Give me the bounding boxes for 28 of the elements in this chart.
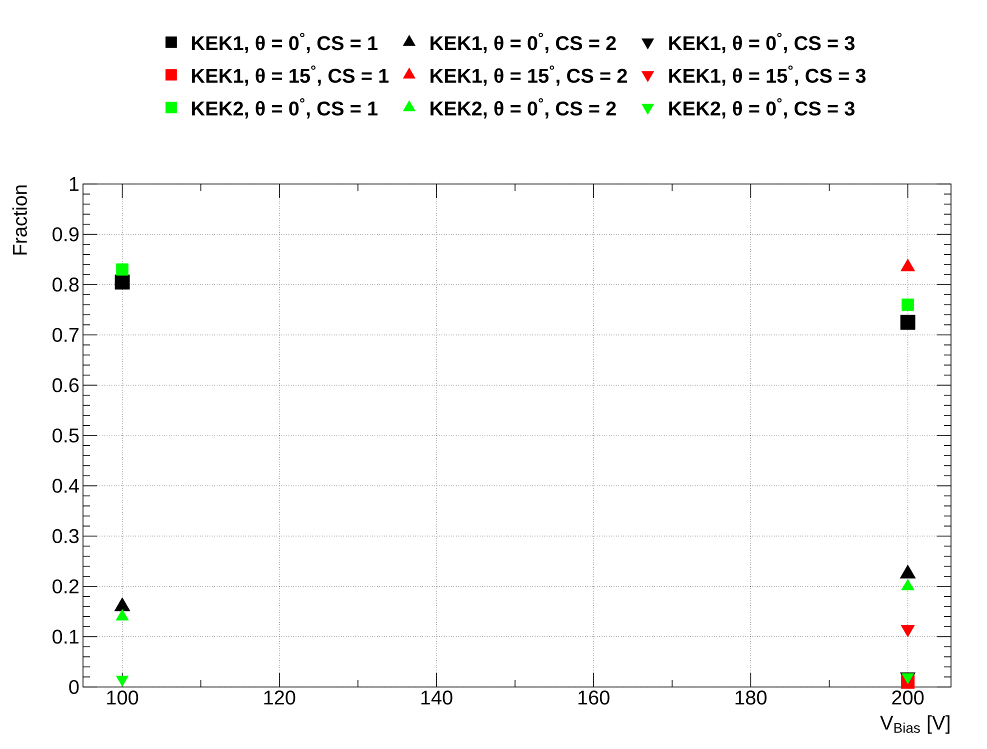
y-tick-label: 0.7 <box>52 328 78 342</box>
legend-label: KEK2, θ = 0$^{°}$, CS = 2 <box>430 98 616 118</box>
x-axis-title: V$_{Bias}$ [V] <box>880 715 950 734</box>
legend-label: KEK1, θ = 0$^{°}$, CS = 3 <box>669 32 855 54</box>
legend-label: KEK1, θ = 0$^{°}$, CS = 2 <box>430 32 616 54</box>
legend-label: KEK1, θ = 15$^{°}$, CS = 3 <box>669 65 866 86</box>
y-axis-title: Fraction <box>12 185 27 255</box>
x-tick-label: 100 <box>107 690 138 705</box>
y-tick-label: 0.6 <box>52 378 79 392</box>
legend-label: KEK1, θ = 0$^{°}$, CS = 1 <box>192 32 378 54</box>
y-tick-label: 0.3 <box>52 529 79 544</box>
legend-label: KEK2, θ = 0$^{°}$, CS = 3 <box>669 98 855 118</box>
legend-label: KEK1, θ = 15$^{°}$, CS = 1 <box>192 65 389 86</box>
y-tick-label: 0.2 <box>52 579 78 594</box>
y-tick-label: 0.9 <box>52 227 79 242</box>
y-tick-label: 1 <box>70 177 79 191</box>
y-tick-label: 0.1 <box>52 630 79 644</box>
legend-label: KEK1, θ = 15$^{°}$, CS = 2 <box>430 65 627 86</box>
y-tick-label: 0.5 <box>52 428 79 443</box>
x-tick-label: 180 <box>736 690 767 705</box>
y-tick-label: 0.4 <box>52 478 79 493</box>
y-tick-label: 0.8 <box>52 278 79 292</box>
x-tick-label: 140 <box>421 690 452 705</box>
x-tick-label: 160 <box>578 690 610 705</box>
legend-label: KEK2, θ = 0$^{°}$, CS = 1 <box>192 98 378 118</box>
x-tick-label: 120 <box>264 690 296 705</box>
x-tick-label: 200 <box>892 690 924 705</box>
y-tick-label: 0 <box>69 680 79 694</box>
